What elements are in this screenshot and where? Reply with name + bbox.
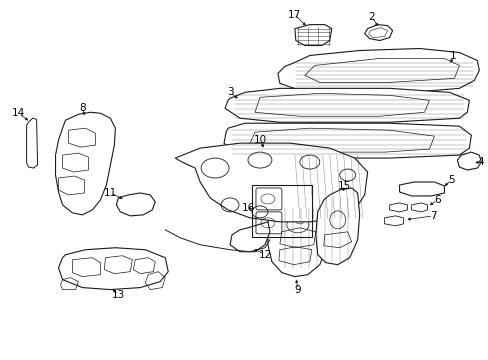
Text: 12: 12 <box>258 250 271 260</box>
Polygon shape <box>399 182 444 196</box>
Polygon shape <box>116 193 155 216</box>
Text: 8: 8 <box>79 103 85 113</box>
Polygon shape <box>224 123 470 158</box>
Text: 15: 15 <box>337 181 350 191</box>
Text: 10: 10 <box>253 135 266 145</box>
Text: 2: 2 <box>367 12 374 22</box>
Text: 7: 7 <box>429 211 436 221</box>
Polygon shape <box>175 143 367 222</box>
Polygon shape <box>456 152 480 170</box>
Text: 17: 17 <box>287 10 301 20</box>
Polygon shape <box>389 203 407 212</box>
Polygon shape <box>294 24 331 45</box>
Text: 1: 1 <box>449 51 456 62</box>
Polygon shape <box>411 203 427 212</box>
Polygon shape <box>277 49 478 93</box>
Text: 13: 13 <box>111 289 125 300</box>
Text: 4: 4 <box>476 157 483 167</box>
Polygon shape <box>224 88 468 122</box>
Polygon shape <box>229 222 269 252</box>
Text: 6: 6 <box>433 195 440 205</box>
Text: 14: 14 <box>12 108 25 118</box>
Polygon shape <box>384 216 403 226</box>
Polygon shape <box>364 24 392 41</box>
Polygon shape <box>26 118 38 168</box>
Text: 3: 3 <box>226 87 233 97</box>
Bar <box>251 185 311 237</box>
Polygon shape <box>56 112 115 215</box>
Text: 11: 11 <box>103 188 117 198</box>
Text: 16: 16 <box>241 203 254 213</box>
Polygon shape <box>267 197 329 276</box>
Text: 5: 5 <box>447 175 454 185</box>
Text: 9: 9 <box>294 284 301 294</box>
Polygon shape <box>315 188 359 265</box>
Polygon shape <box>59 248 168 289</box>
